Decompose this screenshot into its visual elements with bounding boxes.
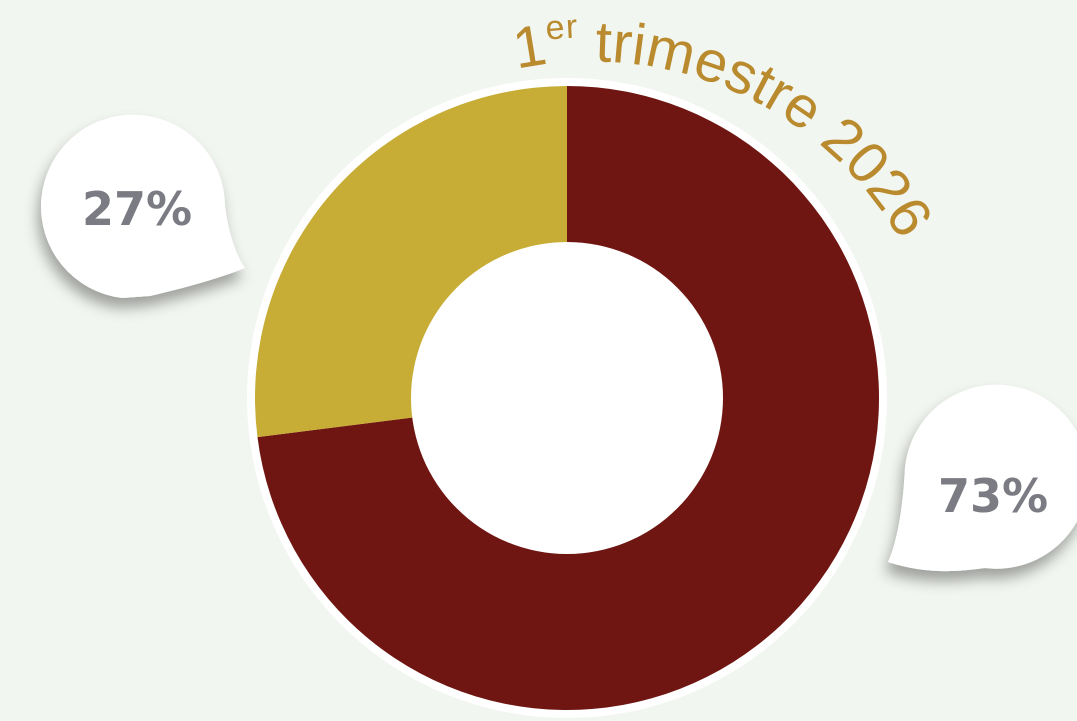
chart-title-superscript: er	[544, 8, 578, 48]
callout-bubble-73	[888, 384, 1077, 572]
callout-shape	[888, 384, 1077, 572]
chart-title-prefix: 1	[508, 12, 550, 81]
callout-shape	[41, 114, 245, 298]
slice-label-gold: 27%	[82, 182, 192, 236]
donut-hole	[411, 242, 723, 554]
callout-bubble-27	[41, 114, 245, 298]
slice-label-maroon: 73%	[938, 469, 1048, 523]
